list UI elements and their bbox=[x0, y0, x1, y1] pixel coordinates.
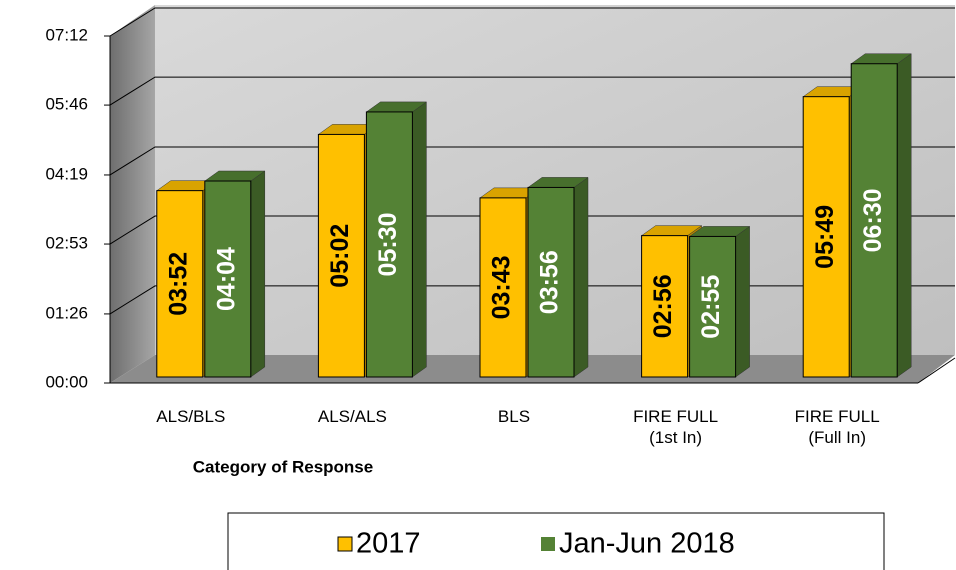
bar-front bbox=[365, 111, 413, 378]
legend-swatch bbox=[541, 537, 555, 551]
bar-side bbox=[896, 53, 912, 378]
data-label: 02:56 bbox=[649, 274, 677, 338]
data-label: 05:30 bbox=[374, 212, 402, 276]
y-tick-label: 05:46 bbox=[45, 95, 88, 114]
data-label: 03:52 bbox=[164, 252, 192, 316]
grid-line bbox=[109, 76, 955, 106]
grid-line bbox=[109, 215, 955, 245]
bar-front bbox=[641, 235, 689, 378]
data-label: 03:43 bbox=[488, 255, 516, 319]
bar-front bbox=[204, 180, 252, 378]
bar bbox=[850, 53, 912, 378]
legend-swatch bbox=[337, 536, 353, 552]
bar-side bbox=[735, 225, 750, 378]
y-tick-label: 00:00 bbox=[45, 372, 88, 391]
bar-side bbox=[250, 170, 266, 378]
data-label: 05:49 bbox=[811, 205, 839, 269]
side-wall bbox=[110, 5, 155, 383]
floor-edge bbox=[917, 357, 956, 384]
bar-front bbox=[802, 96, 850, 378]
x-tick-label: ALS/BLS bbox=[156, 407, 226, 426]
legend-label: Jan-Jun 2018 bbox=[559, 528, 735, 560]
data-label: 04:04 bbox=[212, 247, 240, 311]
x-tick-label: ALS/ALS bbox=[317, 407, 387, 426]
x-tick-label: FIRE FULL (Full In) bbox=[794, 407, 880, 447]
data-label: 05:02 bbox=[326, 224, 354, 288]
bar-side bbox=[573, 176, 589, 378]
bar-front bbox=[156, 190, 204, 378]
data-label: 02:55 bbox=[697, 275, 725, 339]
legend-label: 2017 bbox=[356, 528, 421, 560]
y-tick-label: 01:26 bbox=[45, 303, 88, 322]
y-tick-label: 02:53 bbox=[45, 234, 88, 253]
bar-front bbox=[479, 197, 527, 378]
bar-front bbox=[317, 133, 365, 378]
bar bbox=[527, 176, 589, 378]
bar-front bbox=[689, 235, 737, 378]
legend bbox=[227, 512, 885, 570]
x-tick-label: BLS bbox=[497, 407, 531, 426]
data-label: 06:30 bbox=[859, 188, 887, 252]
x-tick-label: FIRE FULL (1st In) bbox=[633, 407, 719, 447]
bar-front bbox=[850, 63, 898, 378]
bar bbox=[204, 170, 266, 378]
y-tick-label: 07:12 bbox=[45, 25, 88, 44]
data-label: 03:56 bbox=[536, 250, 564, 314]
bar-front bbox=[527, 186, 575, 378]
bar bbox=[688, 225, 751, 378]
grid-line bbox=[109, 7, 955, 37]
y-tick-label: 04:19 bbox=[45, 164, 88, 183]
bar-side bbox=[412, 101, 427, 378]
grid-line bbox=[109, 146, 955, 176]
bar bbox=[365, 101, 428, 378]
x-axis-title: Category of Response bbox=[193, 457, 373, 476]
